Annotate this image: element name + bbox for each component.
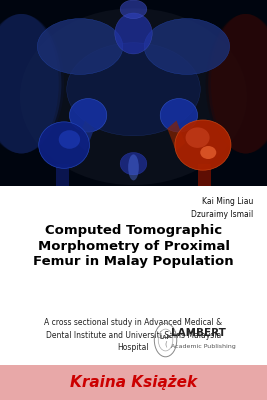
Ellipse shape bbox=[39, 122, 89, 168]
Ellipse shape bbox=[20, 8, 247, 185]
Ellipse shape bbox=[144, 19, 230, 74]
Bar bbox=[56, 164, 69, 186]
Bar bbox=[0, 0, 267, 186]
Text: (: ( bbox=[164, 341, 167, 348]
Ellipse shape bbox=[160, 98, 198, 132]
Text: Computed Tomographic
Morphometry of Proximal
Femur in Malay Population: Computed Tomographic Morphometry of Prox… bbox=[33, 224, 234, 268]
Text: LAP: LAP bbox=[160, 335, 171, 340]
Ellipse shape bbox=[37, 19, 123, 74]
Bar bbox=[76, 120, 95, 151]
Ellipse shape bbox=[206, 14, 267, 154]
Ellipse shape bbox=[186, 128, 210, 148]
Ellipse shape bbox=[175, 120, 231, 170]
Ellipse shape bbox=[208, 14, 267, 154]
Ellipse shape bbox=[120, 152, 147, 175]
Text: Kraina Książek: Kraina Książek bbox=[70, 375, 197, 390]
Bar bbox=[167, 120, 185, 151]
Ellipse shape bbox=[59, 130, 80, 149]
Bar bbox=[0, 365, 267, 400]
Ellipse shape bbox=[0, 14, 61, 154]
Ellipse shape bbox=[67, 43, 200, 136]
Ellipse shape bbox=[200, 146, 216, 159]
Ellipse shape bbox=[128, 154, 139, 180]
Ellipse shape bbox=[115, 13, 152, 54]
Ellipse shape bbox=[211, 14, 267, 154]
Bar bbox=[0, 186, 267, 400]
Text: A cross sectional study in Advanced Medical &
Dental Institute and Universiti Sa: A cross sectional study in Advanced Medi… bbox=[44, 318, 223, 352]
Text: LAMBERT: LAMBERT bbox=[171, 328, 226, 338]
Bar bbox=[198, 164, 211, 186]
Ellipse shape bbox=[120, 0, 147, 19]
Ellipse shape bbox=[69, 98, 107, 132]
Text: Academic Publishing: Academic Publishing bbox=[171, 344, 236, 349]
Ellipse shape bbox=[0, 14, 64, 154]
Ellipse shape bbox=[0, 14, 59, 154]
Text: Kai Ming Liau
Dzuraimy Ismail: Kai Ming Liau Dzuraimy Ismail bbox=[191, 197, 254, 219]
